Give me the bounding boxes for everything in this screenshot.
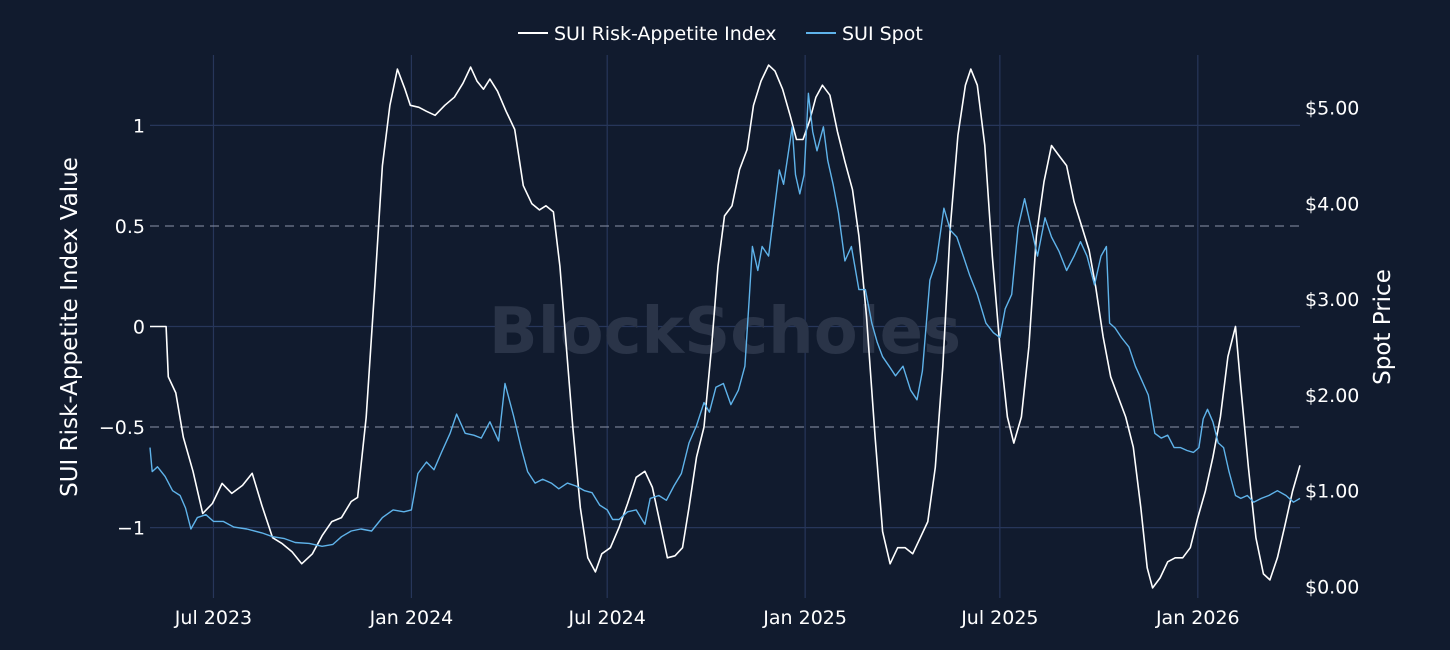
left-axis-title: SUI Risk-Appetite Index Value: [57, 157, 83, 497]
right-axis-title: Spot Price: [1370, 269, 1396, 385]
right-tick-label-4: $4.00: [1305, 193, 1359, 215]
x-tick-label-3: Jan 2025: [762, 607, 847, 629]
axis-layer: Jul 2023 Jan 2024 Jul 2024 Jan 2025 Jul 2025…: [99, 98, 1360, 629]
series-line-index: [150, 64, 1301, 589]
legend-label-index: SUI Risk-Appetite Index: [554, 23, 776, 45]
left-tick-label-1: 0.5: [115, 216, 145, 238]
right-tick-label-2: $2.00: [1305, 385, 1359, 407]
left-tick-label-2: 0: [133, 317, 145, 339]
left-tick-label-3: −0.5: [99, 417, 145, 439]
legend-item-spot[interactable]: SUI Spot: [806, 23, 923, 45]
x-tick-label-2: Jul 2024: [568, 607, 646, 629]
right-tick-label-3: $3.00: [1305, 289, 1359, 311]
right-tick-label-0: $0.00: [1305, 577, 1359, 599]
x-tick-label-0: Jul 2023: [174, 607, 252, 629]
x-tick-label-1: Jan 2024: [369, 607, 454, 629]
watermark-text: BlockScholes: [489, 295, 961, 369]
x-tick-label-4: Jul 2025: [960, 607, 1038, 629]
left-tick-label-0: 1: [133, 115, 145, 137]
x-tick-label-5: Jan 2026: [1155, 607, 1240, 629]
left-tick-label-4: −1: [117, 518, 145, 540]
legend[interactable]: SUI Risk-Appetite Index SUI Spot: [518, 23, 923, 45]
right-tick-label-5: $5.00: [1305, 98, 1359, 120]
series-layer: [149, 64, 1301, 589]
legend-label-spot: SUI Spot: [842, 23, 923, 45]
right-tick-label-1: $1.00: [1305, 481, 1359, 503]
series-line-spot: [149, 92, 1301, 547]
grid-layer: [150, 55, 1300, 598]
legend-item-index[interactable]: SUI Risk-Appetite Index: [518, 23, 776, 45]
